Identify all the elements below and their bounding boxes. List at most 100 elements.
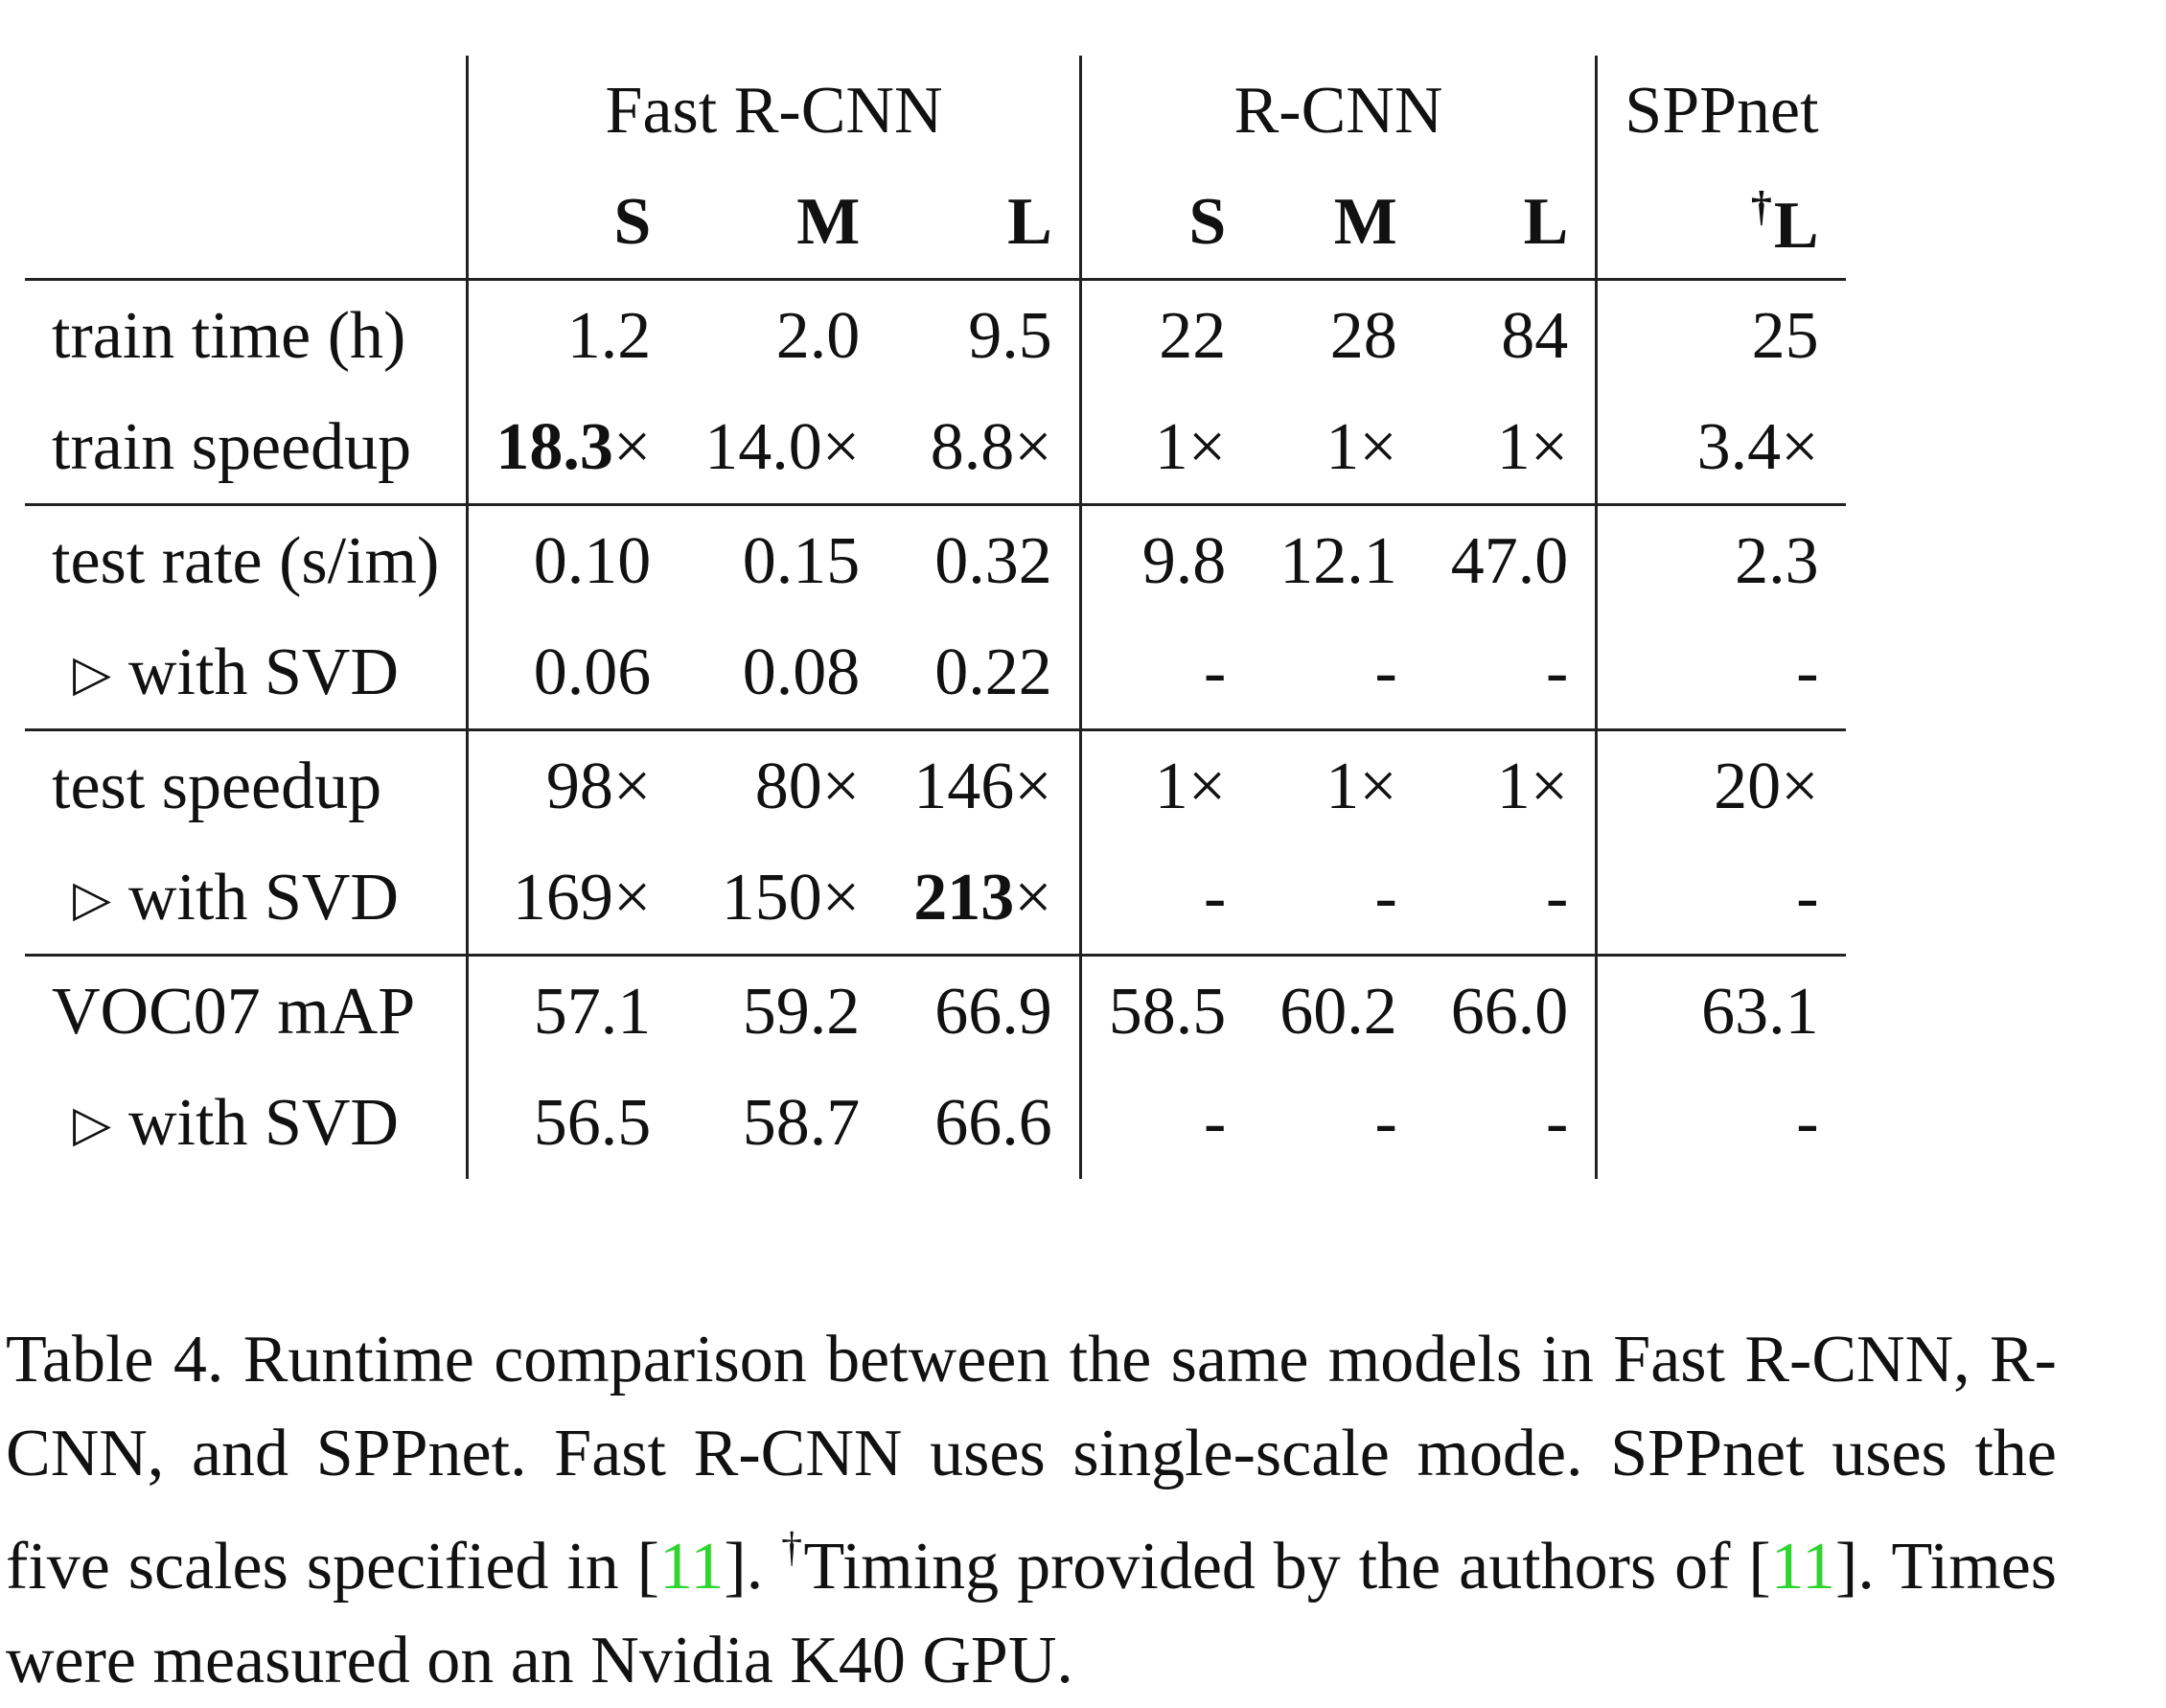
table-cell: 57.1 bbox=[467, 954, 679, 1068]
row-label-voc07-map-svd: ▷ with SVD bbox=[25, 1068, 470, 1179]
table-cell: 25 bbox=[1596, 278, 1846, 392]
table-caption: Table 4. Runtime comparison between the … bbox=[6, 1313, 2057, 1708]
table-cell: 58.7 bbox=[742, 1086, 861, 1160]
size-header-fast-l: L bbox=[887, 167, 1082, 280]
table-cell: 28 bbox=[1253, 278, 1424, 392]
size-header-rcnn-s: S bbox=[1188, 185, 1227, 259]
table-cell: 1× bbox=[1253, 728, 1424, 842]
table-cell: - bbox=[1423, 617, 1599, 730]
table-cell: - bbox=[1203, 861, 1227, 935]
dagger-mark: † bbox=[1750, 182, 1772, 230]
runtime-table-container: Fast R-CNN R-CNN SPPnet S M L S M L †L t… bbox=[25, 56, 1846, 1179]
table-cell: - bbox=[1374, 1086, 1397, 1160]
table-cell: - bbox=[1374, 861, 1397, 935]
table-cell: 0.22 bbox=[887, 617, 1082, 730]
row-label-voc07-map: VOC07 mAP bbox=[25, 954, 470, 1068]
table-cell: 8.8× bbox=[887, 392, 1082, 505]
table-row: ▷ with SVD 0.06 0.08 0.22 - - - - bbox=[25, 617, 1846, 730]
table-row: train speedup 18.3× 14.0× 8.8× 1× 1× 1× … bbox=[25, 392, 1846, 505]
table-row: train time (h) 1.2 2.0 9.5 22 28 84 25 bbox=[25, 278, 1846, 392]
table-cell: 1× bbox=[1154, 410, 1227, 484]
table-cell: 20× bbox=[1596, 728, 1846, 842]
table-cell: 0.06 bbox=[533, 635, 652, 709]
row-label-text: with SVD bbox=[128, 635, 399, 709]
size-header-rcnn-l: L bbox=[1423, 167, 1599, 280]
bold-value: 18.3 bbox=[495, 410, 613, 484]
table-cell: - bbox=[1374, 635, 1397, 709]
size-header-sppnet-l-text: L bbox=[1773, 188, 1819, 263]
times-suffix: × bbox=[612, 410, 652, 484]
header-group-row: Fast R-CNN R-CNN SPPnet bbox=[25, 56, 1846, 167]
table-cell: 150× bbox=[721, 861, 861, 935]
table-cell: 9.5 bbox=[887, 278, 1082, 392]
header-size-row: S M L S M L †L bbox=[25, 167, 1846, 280]
row-label-test-speedup: test speedup bbox=[25, 728, 470, 842]
table-cell: 1× bbox=[1080, 728, 1254, 842]
table-cell: 58.5 bbox=[1080, 954, 1254, 1068]
table-cell: - bbox=[1796, 861, 1819, 935]
header-corner-2 bbox=[25, 167, 470, 280]
runtime-comparison-table: Fast R-CNN R-CNN SPPnet S M L S M L †L t… bbox=[25, 56, 1846, 1179]
table-cell: 1× bbox=[1423, 728, 1599, 842]
group-header-sppnet: SPPnet bbox=[1624, 74, 1819, 148]
table-cell: - bbox=[1423, 842, 1599, 956]
table-cell: 1× bbox=[1423, 392, 1599, 505]
size-header-rcnn-m: M bbox=[1333, 185, 1397, 259]
row-label-test-speedup-svd: ▷ with SVD bbox=[25, 842, 470, 956]
caption-text: Table 4. Runtime comparison between the … bbox=[6, 1323, 2057, 1604]
table-cell: 60.2 bbox=[1253, 954, 1424, 1068]
table-cell: 47.0 bbox=[1423, 503, 1599, 617]
table-cell: 3.4× bbox=[1696, 410, 1819, 484]
caption-text: Timing provided by the authors of [ bbox=[803, 1530, 1771, 1604]
table-row: test speedup 98× 80× 146× 1× 1× 1× 20× bbox=[25, 728, 1846, 842]
table-cell: - bbox=[1203, 1086, 1227, 1160]
size-header-sppnet-l: †L bbox=[1597, 167, 1846, 280]
row-label-train-speedup: train speedup bbox=[25, 392, 470, 505]
table-cell: 0.32 bbox=[887, 503, 1082, 617]
table-cell: 1.2 bbox=[467, 278, 679, 392]
row-label-text: with SVD bbox=[128, 861, 399, 935]
table-cell: 18.3× bbox=[468, 392, 678, 505]
group-header-fast-rcnn: Fast R-CNN bbox=[467, 56, 1082, 167]
triangle-right-icon: ▷ bbox=[73, 647, 111, 702]
table-cell: 2.0 bbox=[678, 278, 887, 392]
table-cell: 213× bbox=[887, 842, 1082, 956]
table-cell: 22 bbox=[1080, 278, 1254, 392]
row-label-test-rate-svd: ▷ with SVD bbox=[25, 617, 470, 730]
table-cell: 80× bbox=[678, 728, 887, 842]
table-cell: 0.15 bbox=[678, 503, 887, 617]
table-cell: 84 bbox=[1423, 278, 1599, 392]
table-row: ▷ with SVD 56.5 58.7 66.6 - - - - bbox=[25, 1068, 1846, 1179]
table-cell: 9.8 bbox=[1080, 503, 1254, 617]
table-cell: 14.0× bbox=[704, 410, 861, 484]
group-header-rcnn: R-CNN bbox=[1080, 56, 1599, 167]
bold-value: 213 bbox=[913, 861, 1015, 935]
row-label-text: with SVD bbox=[128, 1086, 399, 1160]
table-cell: 98× bbox=[467, 728, 679, 842]
caption-text: ]. bbox=[724, 1530, 782, 1604]
times-suffix: × bbox=[1014, 861, 1052, 935]
citation-link[interactable]: 11 bbox=[659, 1530, 725, 1604]
table-cell: 2.3 bbox=[1596, 503, 1846, 617]
table-cell: - bbox=[1203, 635, 1227, 709]
table-cell: 56.5 bbox=[533, 1086, 652, 1160]
citation-link[interactable]: 11 bbox=[1770, 1530, 1836, 1604]
dagger-mark: † bbox=[781, 1524, 804, 1571]
row-label-test-rate: test rate (s/im) bbox=[25, 503, 470, 617]
table-cell: 169× bbox=[512, 861, 652, 935]
table-row: test rate (s/im) 0.10 0.15 0.32 9.8 12.1… bbox=[25, 503, 1846, 617]
table-cell: 59.2 bbox=[678, 954, 887, 1068]
table-cell: 146× bbox=[887, 728, 1082, 842]
table-cell: 12.1 bbox=[1253, 503, 1424, 617]
table-cell: - bbox=[1423, 1068, 1599, 1179]
table-cell: 66.6 bbox=[887, 1068, 1082, 1179]
triangle-right-icon: ▷ bbox=[73, 1097, 111, 1152]
table-cell: - bbox=[1796, 1086, 1819, 1160]
table-row: ▷ with SVD 169× 150× 213× - - - - bbox=[25, 842, 1846, 956]
table-cell: 66.0 bbox=[1423, 954, 1599, 1068]
table-cell: 63.1 bbox=[1596, 954, 1846, 1068]
size-header-fast-s: S bbox=[613, 185, 652, 259]
table-row: VOC07 mAP 57.1 59.2 66.9 58.5 60.2 66.0 … bbox=[25, 954, 1846, 1068]
table-cell: 1× bbox=[1325, 410, 1397, 484]
triangle-right-icon: ▷ bbox=[73, 872, 111, 927]
